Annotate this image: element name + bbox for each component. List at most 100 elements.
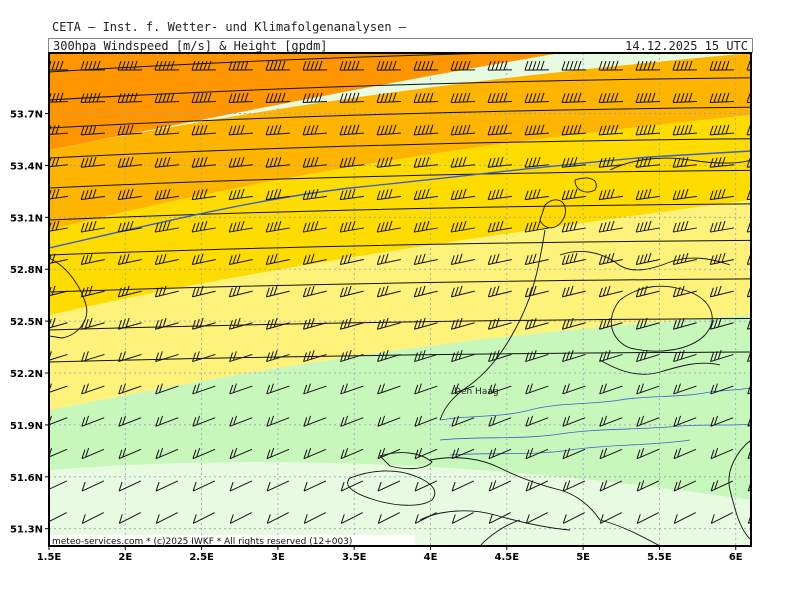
wind-barb [228, 92, 254, 104]
wind-barb [488, 383, 512, 395]
wind-barb [450, 188, 475, 201]
wind-barb [525, 480, 549, 492]
wind-barb [562, 447, 586, 460]
wind-barb [229, 415, 253, 427]
wind-barb [339, 156, 364, 168]
wind-barb [81, 480, 105, 492]
credit-text: meteo-services.com * (c)2025 IWKF * All … [52, 537, 352, 547]
wind-barb [228, 188, 253, 201]
wind-barb [673, 447, 697, 460]
wind-barb [414, 447, 438, 460]
wind-barb [265, 124, 291, 136]
wind-barb [561, 92, 587, 104]
wind-barb [598, 188, 623, 201]
wind-barb [340, 383, 364, 395]
lat-tick-label: 51.6N [10, 473, 43, 484]
wind-barb [450, 60, 476, 71]
wind-barb [746, 255, 751, 265]
coastline [49, 157, 751, 546]
wind-barb [339, 60, 365, 71]
lat-tick-label: 53.4N [10, 161, 43, 172]
wind-barb [340, 447, 364, 460]
wind-barb [746, 190, 751, 201]
height-contour [49, 239, 751, 256]
lat-tick-label: 53.7N [10, 110, 43, 121]
wind-barb [339, 188, 364, 201]
wind-barb [561, 252, 586, 265]
wind-barb [228, 220, 253, 233]
wind-barb [192, 447, 216, 460]
wind-barb [80, 317, 105, 330]
wind-barbs [49, 60, 751, 524]
wind-barb [266, 383, 290, 395]
parameter-label: 300hpa Windspeed [m/s] & Height [gpdm] [53, 39, 328, 53]
wind-barb [303, 447, 327, 460]
wind-barb [376, 156, 401, 168]
wind-barb [746, 222, 751, 233]
wind-barb [302, 124, 328, 136]
wind-barb [229, 383, 253, 395]
wind-barb [302, 317, 327, 330]
wind-barb [746, 158, 751, 168]
wind-barb [524, 188, 549, 201]
wind-barb [746, 125, 751, 136]
wind-barb [599, 415, 623, 427]
wind-barb [561, 124, 587, 136]
wind-barb [598, 317, 623, 330]
wind-barb [339, 92, 365, 104]
height-contours [49, 53, 751, 363]
wind-barb [49, 480, 68, 490]
height-contour [49, 317, 751, 331]
wind-barb [672, 92, 698, 104]
wind-barb [710, 415, 734, 427]
height-contour-blue [49, 150, 751, 249]
wind-barb [487, 317, 512, 330]
map-frame [48, 52, 752, 547]
wind-barb [228, 253, 253, 265]
wind-barb [561, 317, 586, 330]
height-contour [49, 203, 751, 221]
wind-barb [599, 383, 623, 395]
wind-barb [155, 415, 179, 427]
wind-barb [80, 60, 106, 71]
wind-barb [487, 92, 513, 104]
wind-barb [377, 350, 401, 363]
wind-barb [80, 124, 106, 136]
wind-barb [339, 285, 364, 298]
wind-barb [340, 480, 364, 492]
wind-barb [562, 512, 585, 524]
wind-barb [265, 220, 290, 233]
wind-barb [81, 383, 105, 395]
wind-barb [672, 124, 698, 136]
wind-barb [229, 351, 253, 363]
wind-barb [414, 512, 437, 524]
wind-barb [487, 285, 512, 298]
wind-barb [266, 480, 290, 492]
height-contour [49, 169, 751, 189]
wind-barb [562, 480, 586, 492]
wind-barb [154, 60, 180, 71]
wind-barb [672, 220, 697, 233]
credit-bg [50, 535, 415, 546]
wind-barb [302, 285, 327, 298]
wind-barb [487, 188, 512, 201]
wind-barb [673, 383, 697, 395]
wind-barb [414, 383, 438, 395]
wind-barb [303, 415, 327, 427]
wind-barb [340, 415, 364, 427]
wind-barb [487, 124, 513, 136]
wind-barb [488, 480, 512, 492]
height-contour [49, 278, 751, 293]
wind-barb [636, 447, 660, 460]
wind-barb [192, 383, 216, 395]
wind-barb [303, 383, 327, 395]
lon-tick-label: 6E [729, 552, 743, 563]
wind-barb [635, 60, 661, 71]
wind-barb [154, 124, 180, 136]
wind-barb [709, 124, 735, 136]
wind-barb [377, 447, 401, 460]
band-yellow [49, 115, 751, 315]
wind-barb [228, 60, 254, 71]
wind-barb [709, 317, 734, 330]
wind-barb [413, 60, 439, 71]
